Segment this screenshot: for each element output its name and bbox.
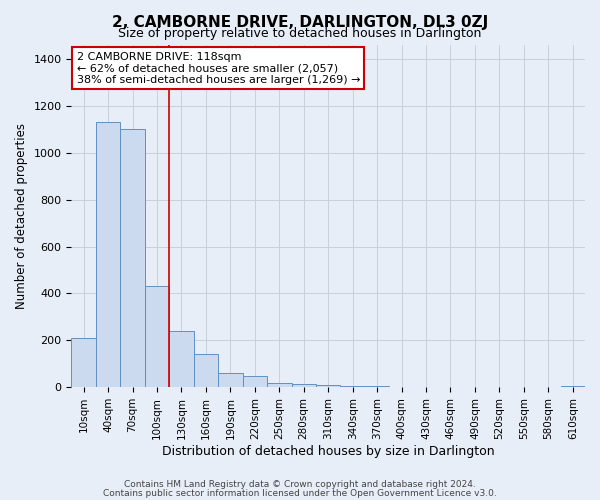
Bar xyxy=(96,122,121,387)
Bar xyxy=(316,385,340,387)
Bar xyxy=(560,386,585,387)
Bar xyxy=(121,130,145,387)
Bar xyxy=(242,376,267,387)
Bar xyxy=(292,384,316,387)
Text: 2, CAMBORNE DRIVE, DARLINGTON, DL3 0ZJ: 2, CAMBORNE DRIVE, DARLINGTON, DL3 0ZJ xyxy=(112,15,488,30)
X-axis label: Distribution of detached houses by size in Darlington: Distribution of detached houses by size … xyxy=(162,444,494,458)
Bar xyxy=(218,373,242,387)
Bar xyxy=(169,331,194,387)
Bar xyxy=(194,354,218,387)
Text: Contains public sector information licensed under the Open Government Licence v3: Contains public sector information licen… xyxy=(103,488,497,498)
Bar xyxy=(71,338,96,387)
Text: Contains HM Land Registry data © Crown copyright and database right 2024.: Contains HM Land Registry data © Crown c… xyxy=(124,480,476,489)
Text: Size of property relative to detached houses in Darlington: Size of property relative to detached ho… xyxy=(118,28,482,40)
Text: 2 CAMBORNE DRIVE: 118sqm
← 62% of detached houses are smaller (2,057)
38% of sem: 2 CAMBORNE DRIVE: 118sqm ← 62% of detach… xyxy=(77,52,360,85)
Bar xyxy=(267,382,292,387)
Bar xyxy=(145,286,169,387)
Bar xyxy=(340,386,365,387)
Y-axis label: Number of detached properties: Number of detached properties xyxy=(15,123,28,309)
Bar xyxy=(365,386,389,387)
